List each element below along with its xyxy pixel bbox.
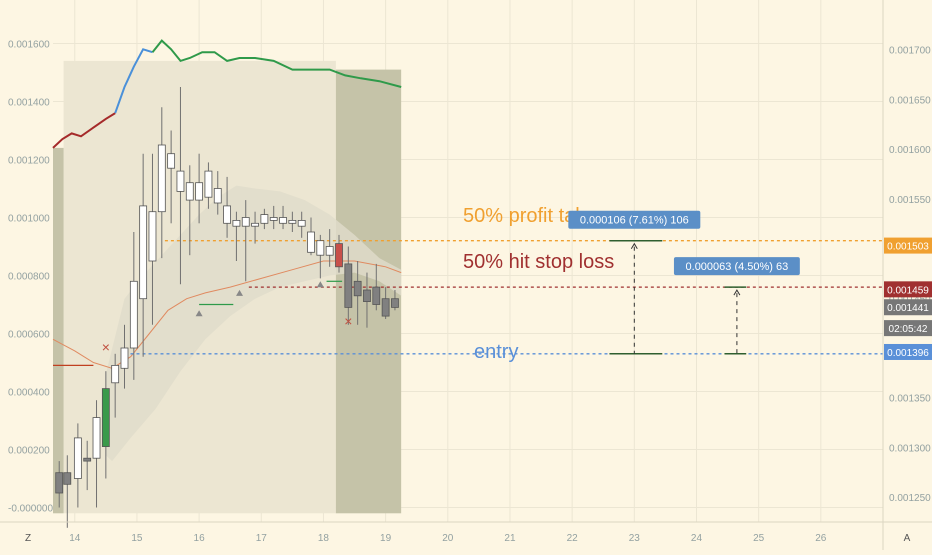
measure-arrow-icon <box>733 289 741 296</box>
shaded-region <box>53 147 64 514</box>
candle-body <box>167 153 176 169</box>
candle-body <box>269 217 278 221</box>
candle-body <box>372 286 381 305</box>
candle-body <box>297 219 306 227</box>
candle-body <box>325 246 334 256</box>
right-axis-tick: 0.001250 <box>889 493 931 504</box>
candle-body <box>251 222 259 227</box>
time-axis-tick: 25 <box>753 533 765 544</box>
candle-body <box>129 280 138 349</box>
annotation-stop: 50% hit stop loss <box>463 251 614 273</box>
candle-body <box>335 243 343 268</box>
auto-scale-toggle: A <box>904 533 911 544</box>
left-axis-tick: -0.000000 <box>8 504 53 515</box>
candle-body <box>223 205 231 224</box>
measure-label: 0.000106 (7.61%) 106 <box>580 215 689 227</box>
candle-body <box>111 364 120 384</box>
time-axis-tick: 26 <box>815 533 827 544</box>
cross-marker: × <box>344 313 352 329</box>
candle-body <box>63 472 72 485</box>
candle-body <box>232 219 241 227</box>
left-axis-tick: 0.000200 <box>8 446 50 457</box>
candle-body <box>241 217 250 227</box>
right-axis-tick: 0.001550 <box>889 195 931 206</box>
candle-body <box>260 214 269 224</box>
time-axis-tick: 14 <box>69 533 81 544</box>
candle-body <box>176 170 185 192</box>
left-axis-tick: 0.001600 <box>8 40 50 51</box>
annotation-entry: entry <box>474 341 518 363</box>
left-axis-tick: 0.000400 <box>8 388 50 399</box>
time-axis-tick: 17 <box>256 533 268 544</box>
top-line-segment <box>114 48 153 114</box>
candle-body <box>353 280 362 297</box>
left-axis-tick: 0.000800 <box>8 272 50 283</box>
time-axis-tick: 23 <box>629 533 641 544</box>
candle-body <box>279 217 287 224</box>
triangle-marker <box>316 281 324 288</box>
right-axis-tick: 0.001600 <box>889 145 931 156</box>
price-label: 0.001441 <box>887 303 929 314</box>
price-label-badge <box>884 320 932 337</box>
price-label: 0.001396 <box>887 348 929 359</box>
price-label-badge <box>884 299 932 316</box>
price-label-badge <box>884 237 932 254</box>
candle-body <box>363 289 371 302</box>
candle-body <box>73 437 82 479</box>
measure-arrow-icon <box>630 242 638 249</box>
triangle-marker <box>236 289 244 296</box>
triangle-marker <box>195 310 203 317</box>
candle-body <box>55 472 64 494</box>
right-axis-tick: 0.001700 <box>889 46 931 57</box>
timezone-toggle: Z <box>25 533 31 544</box>
candle-body <box>307 231 315 253</box>
candle-body <box>204 170 213 198</box>
price-label: 0.001503 <box>887 242 929 253</box>
left-axis-tick: 0.001000 <box>8 214 50 225</box>
time-axis-tick: 19 <box>380 533 392 544</box>
candle-body <box>381 298 390 317</box>
right-axis-tick: 0.001650 <box>889 95 931 106</box>
cross-marker: × <box>102 339 110 355</box>
top-line-segment <box>52 112 116 149</box>
price-label-badge <box>884 281 932 298</box>
top-line-segment <box>151 39 402 88</box>
candle-body <box>195 182 204 201</box>
right-axis-tick: 0.001350 <box>889 394 931 405</box>
candle-body <box>288 219 297 224</box>
candle-body <box>92 417 101 459</box>
time-axis-tick: 16 <box>194 533 206 544</box>
left-axis-tick: 0.001400 <box>8 98 50 109</box>
candle-body <box>185 182 194 201</box>
time-axis-tick: 21 <box>504 533 516 544</box>
candle-body <box>139 205 148 300</box>
price-label: 0.001459 <box>887 285 929 296</box>
candle-body <box>391 298 399 308</box>
candle-body <box>101 388 110 448</box>
measure-callout <box>673 257 800 276</box>
time-axis-tick: 18 <box>318 533 330 544</box>
time-axis-tick: 22 <box>567 533 579 544</box>
time-axis-tick: 20 <box>442 533 454 544</box>
price-label-badge <box>884 343 932 360</box>
candle-body <box>148 211 157 262</box>
time-axis-tick: 15 <box>131 533 143 544</box>
time-axis-tick: 24 <box>691 533 703 544</box>
right-axis-tick: 0.001300 <box>889 443 931 454</box>
candle-body <box>344 263 353 308</box>
left-axis-tick: 0.000600 <box>8 330 50 341</box>
candle-body <box>157 144 166 213</box>
price-label: 02:05:42 <box>889 324 928 335</box>
candle-body <box>316 240 325 256</box>
left-axis-tick: 0.001200 <box>8 156 50 167</box>
candle-body <box>83 457 92 462</box>
measure-label: 0.000063 (4.50%) 63 <box>686 261 789 273</box>
measure-callout <box>568 210 701 229</box>
candle-body <box>120 347 129 369</box>
candle-body <box>213 188 222 204</box>
